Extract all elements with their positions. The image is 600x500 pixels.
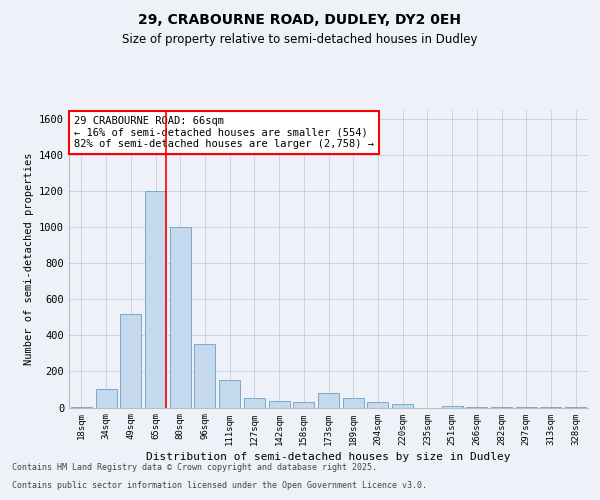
Bar <box>219 380 240 407</box>
Bar <box>95 390 116 407</box>
Text: 29 CRABOURNE ROAD: 66sqm
← 16% of semi-detached houses are smaller (554)
82% of : 29 CRABOURNE ROAD: 66sqm ← 16% of semi-d… <box>74 116 374 149</box>
Bar <box>145 191 166 408</box>
Bar <box>170 227 191 408</box>
Bar <box>466 406 487 408</box>
Bar <box>194 344 215 408</box>
Bar <box>318 393 339 407</box>
Bar <box>293 402 314 407</box>
Bar <box>244 398 265 407</box>
X-axis label: Distribution of semi-detached houses by size in Dudley: Distribution of semi-detached houses by … <box>146 452 511 462</box>
Bar <box>71 406 92 408</box>
Text: Size of property relative to semi-detached houses in Dudley: Size of property relative to semi-detach… <box>122 32 478 46</box>
Bar <box>120 314 141 408</box>
Text: 29, CRABOURNE ROAD, DUDLEY, DY2 0EH: 29, CRABOURNE ROAD, DUDLEY, DY2 0EH <box>139 12 461 26</box>
Bar <box>269 401 290 407</box>
Bar <box>392 404 413 407</box>
Text: Contains HM Land Registry data © Crown copyright and database right 2025.: Contains HM Land Registry data © Crown c… <box>12 464 377 472</box>
Bar <box>491 406 512 408</box>
Bar <box>442 406 463 407</box>
Text: Contains public sector information licensed under the Open Government Licence v3: Contains public sector information licen… <box>12 481 427 490</box>
Bar <box>367 402 388 407</box>
Bar <box>343 398 364 407</box>
Y-axis label: Number of semi-detached properties: Number of semi-detached properties <box>23 152 34 365</box>
